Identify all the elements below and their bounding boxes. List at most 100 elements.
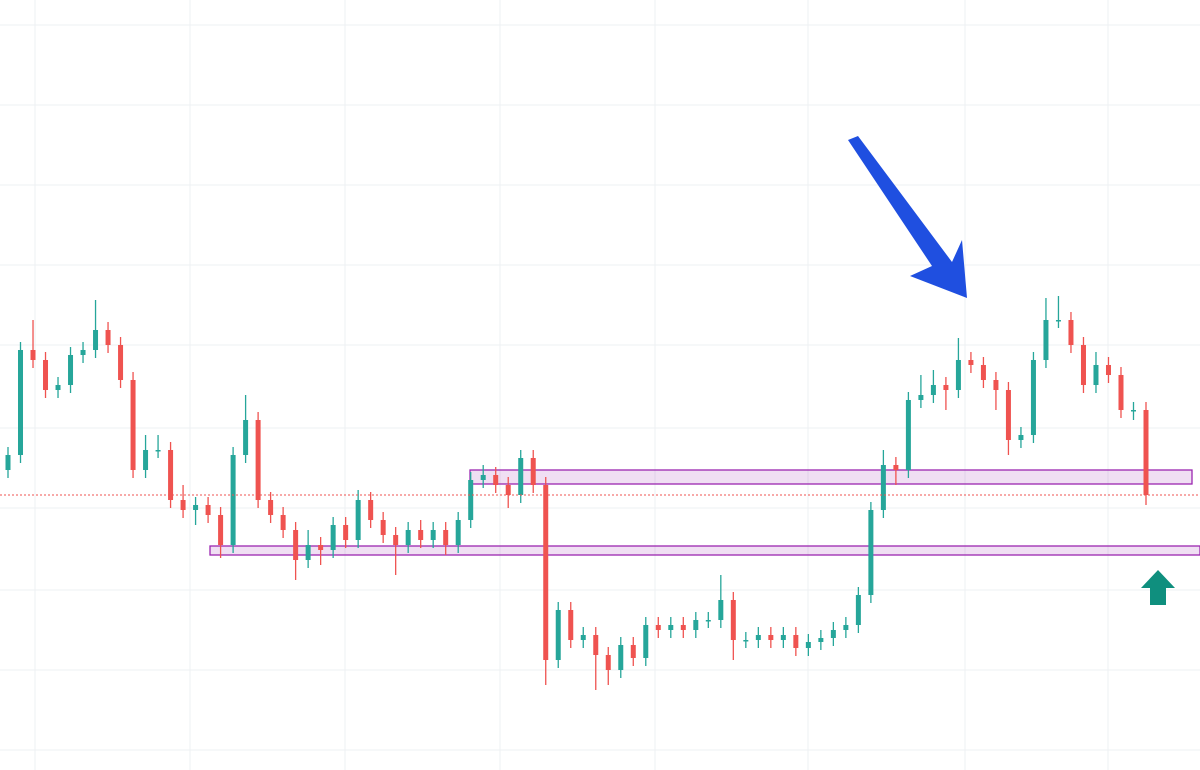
candle-body bbox=[743, 640, 749, 642]
candle-body bbox=[455, 520, 461, 545]
candle-body bbox=[243, 420, 249, 455]
candle-body bbox=[530, 458, 536, 485]
candle-body bbox=[330, 525, 336, 550]
candle-body bbox=[143, 450, 149, 470]
candle-body bbox=[855, 595, 861, 625]
candle-body bbox=[43, 360, 49, 390]
candle-body bbox=[443, 530, 449, 545]
candle-body bbox=[905, 400, 911, 470]
candle-body bbox=[1130, 410, 1136, 412]
candle-body bbox=[293, 530, 299, 560]
candle-body bbox=[1143, 410, 1149, 495]
candle-body bbox=[580, 635, 586, 640]
candle-body bbox=[205, 505, 211, 515]
candle-body bbox=[780, 635, 786, 640]
candle-body bbox=[93, 330, 99, 350]
candle-body bbox=[218, 515, 224, 545]
candle-body bbox=[418, 530, 424, 540]
candle-body bbox=[668, 625, 674, 630]
candle-body bbox=[155, 450, 161, 452]
candle-body bbox=[893, 465, 899, 470]
candle-body bbox=[818, 638, 824, 642]
zones bbox=[209, 469, 1200, 556]
candle-body bbox=[105, 330, 111, 345]
candle-body bbox=[605, 655, 611, 670]
candle-body bbox=[393, 535, 399, 545]
candle-body bbox=[568, 610, 574, 640]
candle-body bbox=[18, 350, 24, 455]
candle-body bbox=[268, 500, 274, 515]
candle-body bbox=[230, 455, 236, 545]
candle-body bbox=[1043, 320, 1049, 360]
candle-body bbox=[830, 630, 836, 638]
candle-body bbox=[493, 475, 499, 485]
candle-body bbox=[880, 465, 886, 510]
candle-body bbox=[168, 450, 174, 500]
candle-body bbox=[130, 380, 136, 470]
candle-body bbox=[1118, 375, 1124, 410]
candle-body bbox=[193, 505, 199, 510]
candle-body bbox=[630, 645, 636, 658]
candle-body bbox=[1105, 365, 1111, 375]
candle-body bbox=[430, 530, 436, 540]
candle-body bbox=[255, 420, 261, 500]
candle-body bbox=[305, 545, 311, 560]
candle-body bbox=[518, 458, 524, 495]
candle-body bbox=[593, 635, 599, 655]
candle-body bbox=[30, 350, 36, 360]
candle-body bbox=[730, 600, 736, 640]
candle-body bbox=[1030, 360, 1036, 435]
candle-body bbox=[555, 610, 561, 660]
candle-body bbox=[693, 620, 699, 630]
candle-body bbox=[618, 645, 624, 670]
candle-body bbox=[968, 360, 974, 365]
candle-body bbox=[943, 385, 949, 390]
candle-body bbox=[868, 510, 874, 595]
candle-body bbox=[5, 455, 11, 470]
candle-body bbox=[468, 480, 474, 520]
candles bbox=[0, 296, 1200, 690]
blue-arrow bbox=[848, 136, 967, 298]
candle-body bbox=[355, 500, 361, 540]
candle-body bbox=[918, 395, 924, 400]
up-arrow bbox=[1141, 570, 1175, 605]
candle-body bbox=[505, 485, 511, 495]
candle-body bbox=[705, 620, 711, 622]
candle-body bbox=[1093, 365, 1099, 385]
candle-body bbox=[380, 520, 386, 535]
candle-body bbox=[543, 485, 549, 660]
candle-body bbox=[755, 635, 761, 640]
candle-body bbox=[80, 350, 86, 355]
candle-body bbox=[1005, 390, 1011, 440]
candle-body bbox=[280, 515, 286, 530]
candle-body bbox=[680, 625, 686, 630]
candle-body bbox=[793, 635, 799, 648]
candle-body bbox=[843, 625, 849, 630]
candle-body bbox=[318, 545, 324, 550]
candle-body bbox=[368, 500, 374, 520]
candle-body bbox=[1080, 345, 1086, 385]
candle-body bbox=[643, 625, 649, 658]
candle-body bbox=[118, 345, 124, 380]
candle-body bbox=[68, 355, 74, 385]
candle-body bbox=[1068, 320, 1074, 345]
candle-body bbox=[930, 385, 936, 395]
candle-body bbox=[993, 380, 999, 390]
candle-body bbox=[405, 530, 411, 545]
candle-body bbox=[718, 600, 724, 620]
candle-body bbox=[1018, 435, 1024, 440]
zone bbox=[209, 545, 1200, 556]
candle-body bbox=[343, 525, 349, 540]
candle-body bbox=[768, 635, 774, 640]
candle-body bbox=[655, 625, 661, 630]
candle-body bbox=[955, 360, 961, 390]
candle-body bbox=[55, 385, 61, 390]
candle-body bbox=[980, 365, 986, 380]
candle-body bbox=[480, 475, 486, 480]
candle-body bbox=[180, 500, 186, 510]
zone bbox=[469, 469, 1193, 485]
candle-body bbox=[1055, 320, 1061, 322]
candle-body bbox=[805, 642, 811, 648]
